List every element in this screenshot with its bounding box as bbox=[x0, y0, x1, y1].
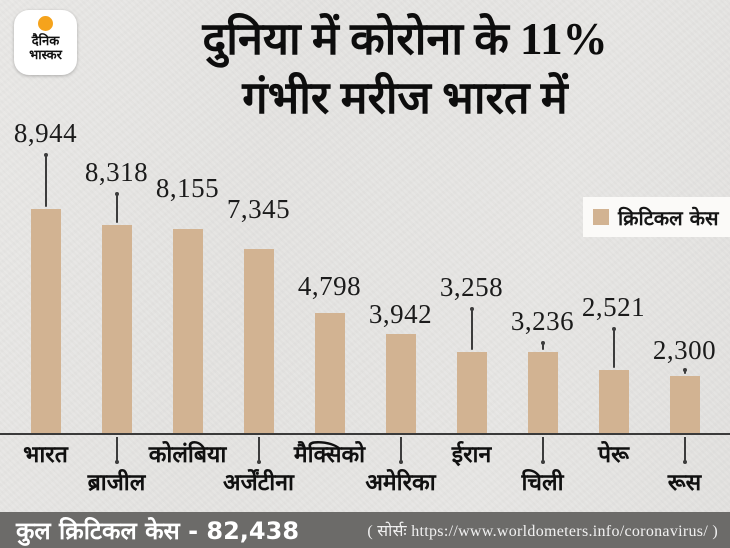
leader-line bbox=[540, 341, 545, 351]
dainik-bhaskar-logo: दैनिक भास्कर bbox=[14, 10, 77, 75]
x-axis-line bbox=[0, 433, 730, 435]
chart-title-line2: गंभीर मरीज भारत में bbox=[242, 73, 568, 123]
bar-slot: 8,318 ब्राजील bbox=[81, 100, 152, 496]
bar bbox=[30, 209, 61, 433]
leader-line bbox=[682, 367, 687, 374]
legend-label: क्रिटिकल केस bbox=[618, 205, 719, 230]
bar-slot: 3,942 अमेरिका bbox=[365, 100, 436, 496]
bar-category-label: अर्जेंटीना bbox=[223, 470, 294, 496]
leader-line bbox=[469, 306, 474, 350]
total-critical-cases: कुल क्रिटिकल केस - 82,438 bbox=[16, 516, 300, 545]
bar-category-label: मैक्सिको bbox=[293, 442, 366, 468]
bar bbox=[598, 369, 629, 433]
logo-text: दैनिक भास्कर bbox=[29, 35, 62, 63]
bar bbox=[527, 352, 558, 433]
bar-value-label: 3,942 bbox=[368, 299, 433, 330]
axis-tick bbox=[114, 437, 119, 464]
axis-tick bbox=[256, 437, 261, 464]
bar-category-label: कोलंबिया bbox=[148, 442, 227, 468]
leader-line bbox=[114, 192, 119, 224]
bar-value-label: 8,155 bbox=[155, 173, 220, 204]
bar-value-label: 2,521 bbox=[581, 291, 646, 322]
bar-slot: 7,345 अर्जेंटीना bbox=[223, 100, 294, 496]
logo-text-line2: भास्कर bbox=[29, 48, 62, 63]
axis-tick bbox=[398, 437, 403, 464]
bar bbox=[172, 229, 203, 433]
logo-text-line1: दैनिक bbox=[31, 34, 60, 49]
bar-category-label: भारत bbox=[23, 442, 68, 468]
bar bbox=[243, 249, 274, 433]
bar-value-label: 4,798 bbox=[297, 271, 362, 302]
bar-value-label: 8,944 bbox=[13, 118, 78, 149]
bars-container: 8,944 भारत 8,318 ब्राजील 8,155 कोलंबिया 7,345 अ… bbox=[10, 100, 720, 496]
source-url: ( सोर्सः https://www.worldometers.info/c… bbox=[367, 523, 718, 540]
chart-title-line1: दुनिया में कोरोना के 11% bbox=[202, 14, 608, 64]
bar-value-label: 2,300 bbox=[652, 334, 717, 365]
leader-line bbox=[43, 153, 48, 208]
bar-value-label: 3,258 bbox=[439, 271, 504, 302]
bar-category-label: ईरान bbox=[451, 442, 492, 468]
bar-slot: 3,258 ईरान bbox=[436, 100, 507, 468]
bar-slot: 8,155 कोलंबिया bbox=[149, 100, 227, 468]
axis-tick bbox=[540, 437, 545, 464]
bar-slot: 2,300 रूस bbox=[649, 100, 720, 496]
bar bbox=[456, 351, 487, 433]
axis-tick bbox=[682, 437, 687, 464]
bar-value-label: 3,236 bbox=[510, 306, 575, 337]
bar-category-label: रूस bbox=[667, 470, 702, 496]
leader-line bbox=[611, 326, 616, 368]
bar bbox=[669, 375, 700, 433]
legend: क्रिटिकल केस bbox=[583, 197, 730, 237]
bar-slot: 8,944 भारत bbox=[10, 100, 81, 468]
bar-slot: 3,236 चिली bbox=[507, 100, 578, 496]
bar-value-label: 7,345 bbox=[226, 194, 291, 225]
chart-title: दुनिया में कोरोना के 11% गंभीर मरीज भारत… bbox=[85, 10, 725, 128]
bar bbox=[385, 334, 416, 433]
logo-sun-dot-icon bbox=[38, 16, 53, 31]
bar-category-label: पेरू bbox=[598, 442, 629, 468]
bar-category-label: ब्राजील bbox=[87, 470, 146, 496]
bar bbox=[314, 313, 345, 433]
bar-category-label: चिली bbox=[521, 470, 564, 496]
bar-category-label: अमेरिका bbox=[365, 470, 436, 496]
bar-slot: 4,798 मैक्सिको bbox=[294, 100, 365, 468]
bar-value-label: 8,318 bbox=[84, 157, 149, 188]
footer-bar: कुल क्रिटिकल केस - 82,438 ( सोर्सः https… bbox=[0, 512, 730, 548]
bar-chart: 8,944 भारत 8,318 ब्राजील 8,155 कोलंबिया 7,345 अ… bbox=[0, 100, 730, 496]
bar bbox=[101, 225, 132, 433]
legend-swatch-icon bbox=[593, 209, 609, 225]
bar-slot: 2,521 पेरू bbox=[578, 100, 649, 467]
